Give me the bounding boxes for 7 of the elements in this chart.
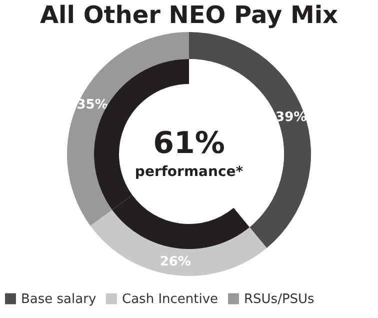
legend-label: RSUs/PSUs [244,292,315,307]
chart-title: All Other NEO Pay Mix [40,1,339,29]
legend-label: Cash Incentive [122,292,218,307]
data-label: 35% [76,98,108,113]
legend-label: Base salary [21,292,96,307]
text: 61% [153,126,225,161]
text: performance* [134,164,244,180]
